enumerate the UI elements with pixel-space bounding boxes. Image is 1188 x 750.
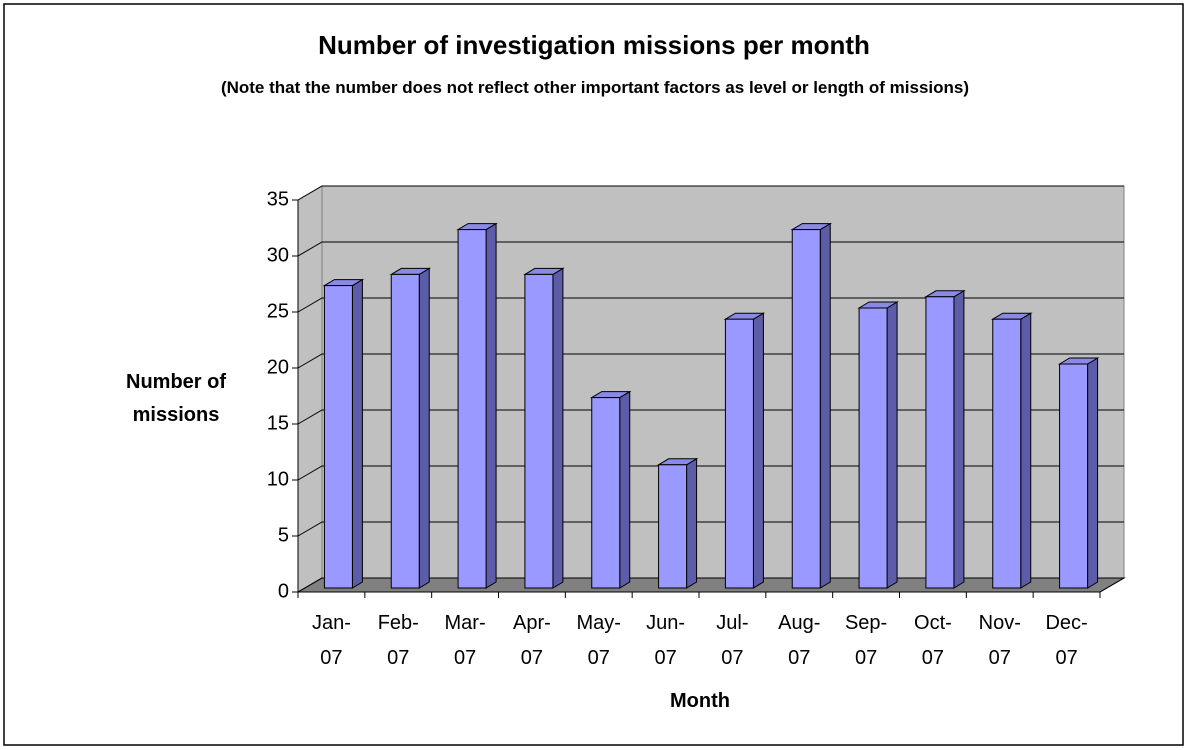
grid-line bbox=[297, 241, 1124, 257]
y-tick-label: 10 bbox=[267, 468, 289, 490]
x-axis-label: Month bbox=[670, 690, 730, 712]
bar-side bbox=[686, 457, 698, 589]
x-axis-end bbox=[1099, 577, 1125, 593]
bar bbox=[457, 229, 487, 589]
x-tick-label: Feb-07 bbox=[377, 612, 419, 669]
x-tick-label: Dec-07 bbox=[1045, 612, 1088, 669]
x-tick-label: May-07 bbox=[576, 612, 621, 669]
grid-line bbox=[297, 353, 1124, 369]
grid-line bbox=[297, 185, 1124, 201]
y-axis-label: Number of missions bbox=[126, 371, 226, 426]
bar bbox=[925, 296, 955, 589]
y-tick-label: 5 bbox=[278, 524, 289, 546]
bar-side bbox=[752, 312, 764, 589]
bar bbox=[791, 229, 821, 589]
grid-line bbox=[297, 521, 1124, 537]
bar-side bbox=[819, 222, 831, 589]
bar bbox=[724, 318, 754, 589]
x-tick-label: Apr-07 bbox=[513, 612, 551, 669]
bar bbox=[323, 285, 353, 589]
bar-side bbox=[953, 289, 965, 589]
chart-title: Number of investigation missions per mon… bbox=[318, 30, 870, 60]
y-tick-label: 20 bbox=[267, 356, 289, 378]
bar-side bbox=[552, 267, 564, 589]
grid-line bbox=[297, 297, 1124, 313]
bar bbox=[524, 273, 554, 589]
x-tick-label: Sep-07 bbox=[844, 612, 888, 669]
bar-side bbox=[351, 278, 363, 589]
x-tick-label: Oct-07 bbox=[914, 612, 952, 669]
x-tick-label: Jan-07 bbox=[311, 612, 351, 669]
bar bbox=[858, 307, 888, 589]
side-wall bbox=[297, 185, 323, 593]
chart-subtitle: (Note that the number does not reflect o… bbox=[220, 78, 970, 97]
x-tick-label: Jul-07 bbox=[716, 612, 749, 669]
bar bbox=[591, 397, 621, 589]
bar bbox=[992, 318, 1022, 589]
grid-line bbox=[297, 409, 1124, 425]
x-tick-label: Nov-07 bbox=[978, 612, 1021, 669]
bar-side bbox=[485, 222, 497, 589]
y-tick-label: 30 bbox=[267, 244, 289, 266]
bar-side bbox=[619, 390, 631, 589]
bar bbox=[658, 464, 688, 589]
bar-side bbox=[1020, 312, 1032, 589]
x-tick-label: Jun-07 bbox=[646, 612, 686, 669]
bar-side bbox=[1087, 357, 1099, 589]
y-tick-label: 35 bbox=[267, 188, 289, 210]
bar bbox=[1059, 363, 1089, 589]
grid-line bbox=[297, 577, 1124, 593]
x-tick-label: Aug-07 bbox=[778, 612, 821, 669]
y-tick-label: 0 bbox=[278, 580, 289, 602]
bar-side bbox=[886, 301, 898, 589]
bar-side bbox=[418, 267, 430, 589]
y-tick-label: 15 bbox=[267, 412, 289, 434]
bar bbox=[390, 273, 420, 589]
x-tick-label: Mar-07 bbox=[444, 612, 486, 669]
grid-line bbox=[297, 465, 1124, 481]
y-tick-label: 25 bbox=[267, 300, 289, 322]
